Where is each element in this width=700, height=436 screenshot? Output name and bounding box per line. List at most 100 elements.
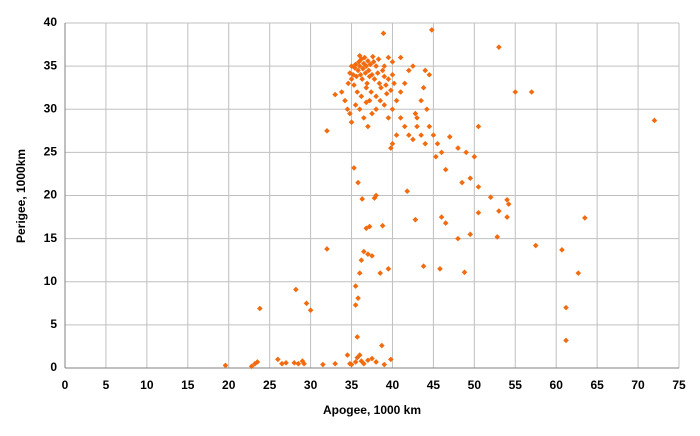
- point: [388, 87, 394, 94]
- point: [410, 63, 416, 69]
- point: [463, 149, 469, 156]
- x-tick-label: 25: [263, 378, 277, 392]
- point: [291, 360, 298, 366]
- point: [361, 60, 367, 67]
- point: [283, 360, 289, 366]
- x-tick-label: 75: [672, 378, 686, 392]
- point: [352, 283, 359, 289]
- point: [383, 90, 390, 97]
- y-axis-title: Perigee, 1000km: [14, 149, 28, 243]
- point: [389, 71, 396, 78]
- y-tick-label: 10: [44, 274, 58, 288]
- point: [347, 360, 353, 367]
- point: [355, 67, 361, 74]
- point: [371, 195, 378, 201]
- point: [494, 234, 501, 240]
- point: [410, 136, 416, 143]
- point: [348, 76, 355, 82]
- y-tick-label: 35: [44, 58, 58, 72]
- point: [361, 248, 367, 255]
- point: [378, 84, 384, 91]
- point: [412, 216, 419, 223]
- point: [307, 307, 314, 314]
- x-tick-label: 30: [304, 378, 318, 392]
- point: [367, 61, 374, 68]
- point: [426, 123, 433, 130]
- x-tick-label: 50: [468, 378, 482, 392]
- point: [364, 80, 370, 87]
- point: [373, 106, 379, 113]
- point: [299, 358, 306, 364]
- point: [397, 115, 404, 121]
- point: [348, 63, 355, 69]
- point: [361, 54, 368, 61]
- point: [388, 356, 394, 363]
- point: [373, 359, 379, 365]
- point: [455, 145, 461, 151]
- point: [373, 93, 379, 100]
- y-tick-label: 5: [50, 317, 57, 331]
- point: [442, 166, 449, 173]
- point: [559, 247, 565, 253]
- point: [324, 246, 330, 252]
- point: [381, 73, 388, 80]
- point: [418, 97, 424, 104]
- point: [352, 359, 359, 365]
- point: [353, 73, 360, 80]
- point: [369, 110, 375, 117]
- point: [461, 269, 468, 276]
- point: [369, 71, 375, 78]
- y-tick-label: 15: [44, 231, 58, 245]
- point: [377, 270, 383, 276]
- point: [366, 97, 373, 104]
- point: [377, 97, 383, 104]
- point: [455, 235, 461, 242]
- point: [406, 67, 412, 74]
- point: [365, 67, 372, 74]
- point: [369, 253, 375, 259]
- point: [381, 361, 388, 368]
- point: [414, 115, 420, 121]
- point: [393, 132, 400, 138]
- point: [332, 360, 338, 367]
- point: [352, 102, 359, 108]
- point: [434, 140, 441, 147]
- point: [487, 194, 494, 201]
- point: [381, 102, 388, 108]
- point: [391, 80, 397, 87]
- point: [361, 360, 367, 367]
- point: [380, 30, 387, 37]
- point: [338, 89, 345, 95]
- point: [301, 360, 307, 367]
- point: [351, 82, 357, 88]
- point: [475, 123, 482, 130]
- point: [420, 84, 427, 91]
- point: [496, 208, 502, 214]
- point: [418, 132, 424, 138]
- point: [401, 123, 408, 130]
- point: [371, 76, 378, 82]
- x-tick-label: 0: [62, 378, 69, 392]
- point: [352, 61, 359, 68]
- point: [351, 165, 357, 171]
- point: [356, 52, 363, 59]
- x-tick-label: 5: [103, 378, 110, 392]
- point: [373, 63, 379, 69]
- x-tick-label: 65: [590, 378, 604, 392]
- point: [332, 91, 338, 98]
- point: [365, 58, 371, 64]
- point: [433, 153, 439, 160]
- point: [422, 140, 429, 147]
- point: [357, 71, 364, 78]
- y-tick-label: 25: [44, 145, 58, 159]
- point: [293, 286, 299, 293]
- point: [365, 251, 371, 257]
- point: [385, 76, 392, 82]
- point: [360, 65, 366, 72]
- point: [438, 214, 445, 220]
- point: [528, 89, 535, 95]
- point: [512, 89, 519, 95]
- point: [442, 220, 449, 226]
- point: [379, 222, 386, 229]
- point: [430, 132, 437, 138]
